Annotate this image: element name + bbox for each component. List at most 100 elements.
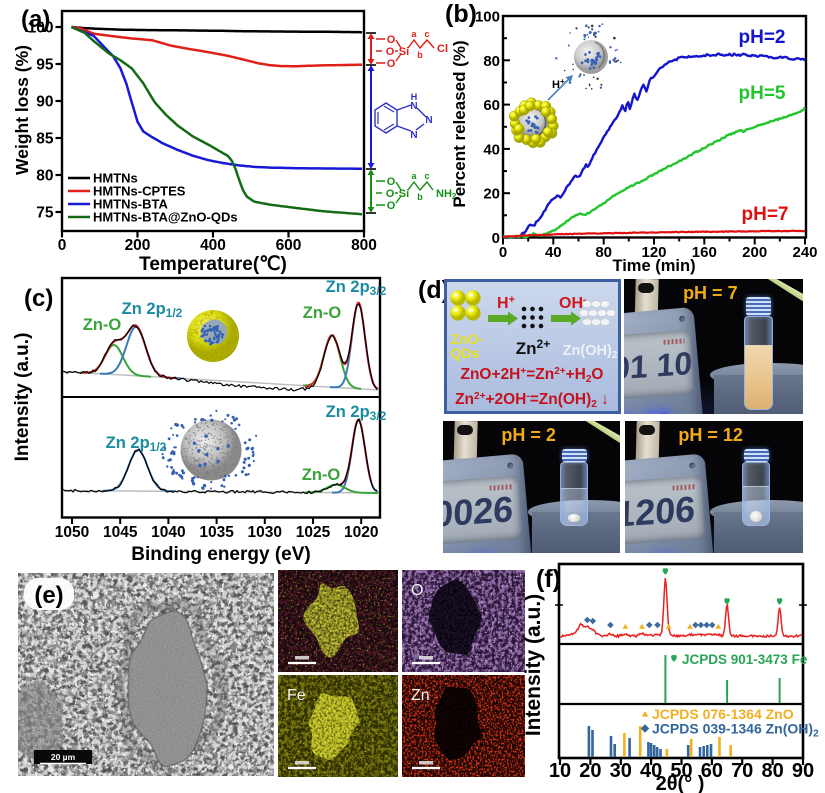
svg-text:O: O <box>387 34 396 46</box>
svg-text:20: 20 <box>483 186 500 203</box>
svg-text:Zn(OH)2: Zn(OH)2 <box>563 343 618 361</box>
svg-text:1040: 1040 <box>151 524 185 541</box>
svg-text:Zn 2p3/2: Zn 2p3/2 <box>326 278 387 298</box>
svg-text:20: 20 <box>579 760 601 782</box>
svg-text:NH2: NH2 <box>436 188 457 201</box>
svg-text:Temperature(℃): Temperature(℃) <box>139 254 287 275</box>
svg-text:Intensity (a.u.): Intensity (a.u.) <box>522 594 545 736</box>
svg-text:200: 200 <box>125 237 151 254</box>
svg-text:Zn-O: Zn-O <box>302 466 341 484</box>
svg-text:600: 600 <box>276 237 302 254</box>
svg-text:80: 80 <box>595 244 612 261</box>
svg-text:Fe: Fe <box>287 687 306 704</box>
svg-text:O: O <box>386 46 395 58</box>
svg-text:1050: 1050 <box>55 524 89 541</box>
svg-text:pH=2: pH=2 <box>739 27 786 48</box>
svg-text:Si: Si <box>399 188 409 200</box>
svg-text:20 µm: 20 µm <box>51 752 76 762</box>
svg-text:JCPDS 039-1346 Zn(OH)2: JCPDS 039-1346 Zn(OH)2 <box>652 721 819 740</box>
svg-text:N: N <box>410 130 417 141</box>
svg-text:1045: 1045 <box>103 524 138 541</box>
svg-text:400: 400 <box>200 237 226 254</box>
svg-text:OH-: OH- <box>559 294 587 312</box>
svg-text:100: 100 <box>28 20 54 37</box>
svg-text:2θ(° ): 2θ(° ) <box>656 773 705 793</box>
svg-text:1020: 1020 <box>344 524 378 541</box>
svg-text:95: 95 <box>36 57 54 74</box>
svg-text:Zn 2p3/2: Zn 2p3/2 <box>326 403 387 423</box>
svg-text:0: 0 <box>499 244 507 261</box>
svg-text:a: a <box>411 171 417 181</box>
svg-text:Zn 2p1/2: Zn 2p1/2 <box>106 434 167 454</box>
svg-text:ZnO+2H+=Zn2++H2O: ZnO+2H+=Zn2++H2O <box>461 366 604 385</box>
svg-text:JCPDS 076-1364 ZnO: JCPDS 076-1364 ZnO <box>652 706 794 722</box>
svg-text:Percent released (%): Percent released (%) <box>450 40 469 207</box>
svg-text:Zn: Zn <box>411 687 430 704</box>
svg-text:Zn2++2OH-=Zn(OH)2 ↓: Zn2++2OH-=Zn(OH)2 ↓ <box>455 391 609 410</box>
svg-text:70: 70 <box>731 760 753 782</box>
svg-text:Zn2+: Zn2+ <box>516 337 550 358</box>
svg-text:HMTNs-BTA: HMTNs-BTA <box>93 197 168 212</box>
svg-text:HMTNs-CPTES: HMTNs-CPTES <box>93 184 186 199</box>
svg-text:90: 90 <box>792 760 814 782</box>
svg-text:Cl: Cl <box>437 43 448 55</box>
svg-text:H+: H+ <box>552 77 565 91</box>
svg-text:40: 40 <box>545 244 562 261</box>
svg-text:pH=5: pH=5 <box>739 83 786 104</box>
svg-text:0: 0 <box>58 237 67 254</box>
svg-text:40: 40 <box>483 141 500 158</box>
svg-text:H+: H+ <box>497 294 515 312</box>
svg-text:30: 30 <box>610 760 632 782</box>
svg-text:85: 85 <box>36 131 54 148</box>
svg-text:(a): (a) <box>21 6 50 33</box>
svg-text:Zn 2p1/2: Zn 2p1/2 <box>122 300 183 320</box>
svg-text:H: H <box>411 92 418 102</box>
svg-text:80: 80 <box>483 53 500 70</box>
svg-text:Weight loss (%): Weight loss (%) <box>12 45 32 175</box>
svg-text:40: 40 <box>640 760 662 782</box>
svg-text:(f): (f) <box>536 565 561 593</box>
svg-text:800: 800 <box>351 237 377 254</box>
svg-text:N: N <box>425 115 432 126</box>
svg-text:HMTNs: HMTNs <box>93 171 138 186</box>
svg-text:60: 60 <box>701 760 723 782</box>
svg-text:75: 75 <box>36 205 54 222</box>
svg-text:b: b <box>417 192 423 202</box>
svg-text:b: b <box>417 50 423 60</box>
svg-text:0: 0 <box>492 230 500 247</box>
svg-text:100: 100 <box>475 9 500 26</box>
svg-text:O: O <box>411 582 423 599</box>
svg-text:a: a <box>411 29 417 39</box>
svg-text:Zn-O: Zn-O <box>83 316 122 334</box>
svg-text:Binding energy (eV): Binding energy (eV) <box>131 544 310 565</box>
svg-text:QDs: QDs <box>451 345 480 361</box>
svg-text:O: O <box>387 176 396 188</box>
svg-text:Zn-O: Zn-O <box>303 304 342 322</box>
svg-text:80: 80 <box>761 760 783 782</box>
svg-text:50: 50 <box>670 760 692 782</box>
svg-text:N: N <box>410 101 417 112</box>
svg-text:Si: Si <box>399 46 409 58</box>
svg-text:O: O <box>386 188 395 200</box>
svg-text:Intensity (a.u.): Intensity (a.u.) <box>12 333 33 462</box>
svg-text:80: 80 <box>36 168 53 185</box>
svg-text:HMTNs-BTA@ZnO-QDs: HMTNs-BTA@ZnO-QDs <box>93 210 238 225</box>
svg-text:JCPDS 901-3473 Fe: JCPDS 901-3473 Fe <box>682 652 808 667</box>
svg-text:60: 60 <box>483 97 500 114</box>
svg-text:c: c <box>424 29 429 39</box>
svg-text:90: 90 <box>36 94 53 111</box>
svg-text:(b): (b) <box>445 0 477 28</box>
svg-text:1030: 1030 <box>248 524 282 541</box>
svg-text:O: O <box>387 58 396 70</box>
svg-text:ZnO-: ZnO- <box>451 331 484 347</box>
svg-text:1025: 1025 <box>296 524 331 541</box>
svg-text:160: 160 <box>692 244 717 261</box>
svg-text:(e): (e) <box>34 582 63 609</box>
svg-text:Time (min): Time (min) <box>612 257 695 275</box>
svg-text:120: 120 <box>641 244 666 261</box>
svg-text:(c): (c) <box>24 285 53 312</box>
svg-text:10: 10 <box>549 760 571 782</box>
svg-text:200: 200 <box>742 244 767 261</box>
svg-text:1035: 1035 <box>199 524 234 541</box>
svg-text:O: O <box>387 200 396 212</box>
